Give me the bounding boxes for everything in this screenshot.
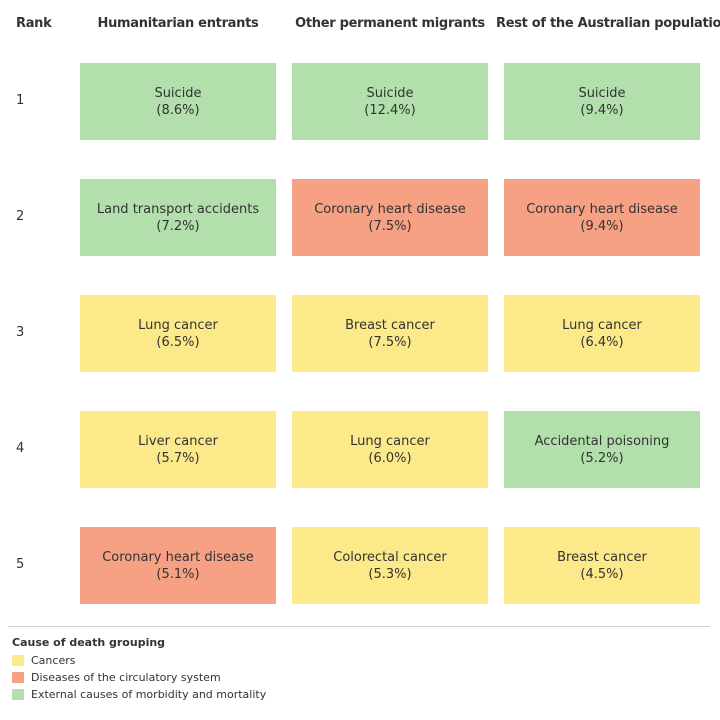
- cause-percentage: (7.5%): [368, 334, 412, 350]
- cause-cell: Coronary heart disease (9.4%): [504, 179, 700, 256]
- legend-label-cancers: Cancers: [31, 654, 76, 667]
- cause-percentage: (5.3%): [368, 566, 412, 582]
- cause-name: Lung cancer: [138, 317, 218, 333]
- cause-cell: Lung cancer (6.4%): [504, 295, 700, 372]
- cause-name: Breast cancer: [345, 317, 435, 333]
- cause-cell: Suicide (12.4%): [292, 63, 488, 140]
- cause-percentage: (7.2%): [156, 218, 200, 234]
- cause-cell: Liver cancer (5.7%): [80, 411, 276, 488]
- cause-name: Lung cancer: [350, 433, 430, 449]
- cause-percentage: (5.7%): [156, 450, 200, 466]
- cause-percentage: (6.0%): [368, 450, 412, 466]
- cause-cell: Colorectal cancer (5.3%): [292, 527, 488, 604]
- cause-name: Lung cancer: [562, 317, 642, 333]
- cause-cell: Lung cancer (6.5%): [80, 295, 276, 372]
- cause-percentage: (8.6%): [156, 102, 200, 118]
- legend-divider: [8, 626, 710, 627]
- legend-label-circulatory: Diseases of the circulatory system: [31, 671, 221, 684]
- rank-number: 5: [16, 557, 25, 572]
- cause-name: Suicide: [366, 85, 414, 101]
- cause-cell: Land transport accidents (7.2%): [80, 179, 276, 256]
- cause-name: Coronary heart disease: [102, 549, 254, 565]
- cause-percentage: (9.4%): [580, 218, 624, 234]
- cause-percentage: (6.5%): [156, 334, 200, 350]
- rank-number: 2: [16, 209, 25, 224]
- column-header-other-migrants: Other permanent migrants: [295, 16, 485, 31]
- cause-name: Suicide: [154, 85, 202, 101]
- cause-percentage: (5.1%): [156, 566, 200, 582]
- cause-percentage: (12.4%): [364, 102, 416, 118]
- cause-name: Colorectal cancer: [333, 549, 447, 565]
- legend-swatch-external: [12, 689, 24, 700]
- cause-percentage: (7.5%): [368, 218, 412, 234]
- column-header-humanitarian: Humanitarian entrants: [97, 16, 259, 31]
- cause-cell: Suicide (8.6%): [80, 63, 276, 140]
- rank-number: 4: [16, 441, 25, 456]
- legend: Cause of death grouping Cancers Diseases…: [12, 636, 266, 703]
- cause-percentage: (9.4%): [580, 102, 624, 118]
- cause-percentage: (4.5%): [580, 566, 624, 582]
- legend-swatch-circulatory: [12, 672, 24, 683]
- cause-name: Breast cancer: [557, 549, 647, 565]
- legend-item-circulatory: Diseases of the circulatory system: [12, 669, 266, 686]
- rank-header: Rank: [16, 16, 52, 31]
- cause-name: Land transport accidents: [96, 201, 260, 217]
- ranking-grid: 1 Suicide (8.6%) Suicide (12.4%) Suicide (9.4%…: [16, 63, 700, 604]
- legend-item-external: External causes of morbidity and mortali…: [12, 686, 266, 703]
- cause-name: Coronary heart disease: [314, 201, 466, 217]
- cause-cell: Breast cancer (4.5%): [504, 527, 700, 604]
- legend-swatch-cancers: [12, 655, 24, 666]
- cause-name: Suicide: [578, 85, 626, 101]
- cause-cell: Accidental poisoning (5.2%): [504, 411, 700, 488]
- cause-cell: Coronary heart disease (7.5%): [292, 179, 488, 256]
- table-header: Rank Humanitarian entrants Other permane…: [0, 16, 720, 40]
- cause-cell: Breast cancer (7.5%): [292, 295, 488, 372]
- cause-cell: Coronary heart disease (5.1%): [80, 527, 276, 604]
- column-header-rest-population: Rest of the Australian population: [496, 16, 720, 31]
- legend-title: Cause of death grouping: [12, 636, 166, 649]
- legend-item-cancers: Cancers: [12, 652, 266, 669]
- cause-name: Accidental poisoning: [534, 433, 670, 449]
- cause-name: Liver cancer: [138, 433, 218, 449]
- legend-label-external: External causes of morbidity and mortali…: [31, 688, 267, 701]
- rank-number: 1: [16, 93, 25, 108]
- cause-percentage: (5.2%): [580, 450, 624, 466]
- cause-name: Coronary heart disease: [526, 201, 678, 217]
- cause-percentage: (6.4%): [580, 334, 624, 350]
- rank-number: 3: [16, 325, 25, 340]
- cause-cell: Lung cancer (6.0%): [292, 411, 488, 488]
- cause-cell: Suicide (9.4%): [504, 63, 700, 140]
